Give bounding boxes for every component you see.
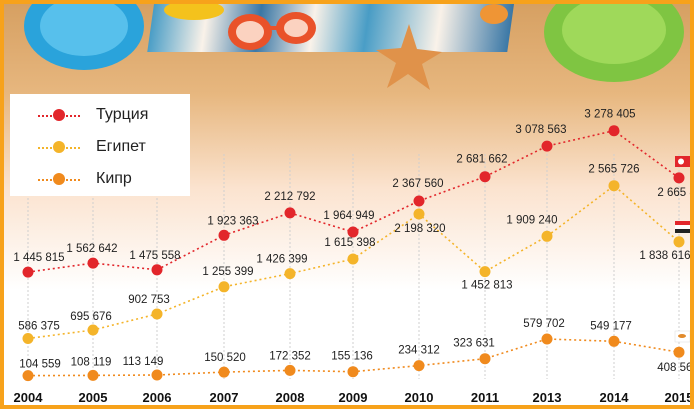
data-point [608,335,620,347]
legend-marker-icon [53,109,65,121]
data-point [673,172,685,184]
data-point [541,333,553,345]
legend: Турция Египет Кипр [10,94,190,196]
data-label: 172 352 [269,350,311,362]
starfish [376,24,442,90]
legend-label: Египет [96,138,146,155]
data-label: 2 212 792 [264,191,315,203]
data-point [347,253,359,265]
data-point [413,360,425,372]
data-label: 1 475 558 [129,250,180,262]
data-point [479,266,491,278]
data-label: 1 964 949 [323,210,374,222]
yellow-object [164,4,224,20]
data-label: 549 177 [590,320,632,332]
data-label: 1 909 240 [506,214,557,226]
x-tick-label: 2010 [405,390,434,405]
data-label: 234 312 [398,345,440,357]
data-point [673,236,685,248]
data-label: 3 278 405 [584,109,635,121]
data-label: 2 681 662 [456,154,507,166]
x-axis-labels: 2004 2005 2006 2007 2008 2009 2010 2011 2013 2014… [14,390,694,405]
legend-label: Турция [96,106,149,123]
data-label: 1 255 399 [202,266,253,278]
data-label: 1 615 398 [324,237,375,249]
x-tick-label: 2006 [143,390,172,405]
data-point [608,180,620,192]
data-point [413,208,425,220]
data-label: 1 452 813 [461,280,512,292]
data-point [284,364,296,376]
data-point [608,125,620,137]
sunglasses [228,12,316,50]
data-points [22,125,685,382]
legend-item-cyprus: Кипр [10,164,190,194]
data-label: 155 136 [331,351,373,363]
data-point [673,346,685,358]
data-label: 586 375 [18,321,60,333]
legend-label: Кипр [96,170,132,187]
data-point [541,230,553,242]
data-label: 1 426 399 [256,254,307,266]
data-label: 2 665 842 [657,187,694,199]
x-tick-label: 2004 [14,390,44,405]
x-tick-label: 2011 [471,390,499,405]
egypt-flag-icon [675,221,690,225]
data-point [151,308,163,320]
data-point [218,366,230,378]
data-label: 579 702 [523,318,565,330]
data-point [87,324,99,336]
data-point [87,369,99,381]
data-label: 1 838 616 [639,250,690,262]
data-point [22,333,34,344]
data-label: 2 367 560 [392,178,443,190]
data-label: 695 676 [70,311,112,323]
data-point [347,226,359,238]
data-point [479,353,491,365]
data-point [413,195,425,207]
beach-background [4,4,690,405]
legend-marker-icon [53,141,65,153]
data-point [479,171,491,183]
x-tick-label: 2007 [210,390,239,405]
data-point [22,266,34,278]
legend-item-turkey: Турция [10,100,190,130]
data-label: 113 149 [123,356,164,368]
data-label: 1 923 363 [207,215,258,227]
data-label: 323 631 [453,338,495,350]
x-tick-label: 2015 [665,390,694,405]
data-point [284,268,296,280]
data-point [284,207,296,219]
data-point [347,366,359,378]
x-tick-label: 2005 [79,390,108,405]
legend-item-egypt: Египет [10,132,190,162]
data-point [218,229,230,241]
x-tick-label: 2013 [533,390,562,405]
data-label: 108 119 [71,356,112,368]
data-label: 2 565 726 [588,164,639,176]
flag-markers [674,156,690,343]
data-point [22,370,34,382]
data-label: 1 445 815 [13,252,64,264]
x-tick-label: 2014 [600,390,630,405]
data-point [151,264,163,276]
data-label: 1 562 642 [66,243,117,255]
data-label: 104 559 [19,359,61,371]
data-point [218,281,230,293]
data-point [87,257,99,269]
x-tick-label: 2008 [276,390,305,405]
legend-marker-icon [53,173,65,185]
data-point [541,140,553,152]
data-label: 2 198 320 [394,223,445,235]
data-label: 408 560 [657,362,694,374]
data-label: 3 078 563 [515,124,566,136]
data-label: 902 753 [128,294,170,306]
x-tick-label: 2009 [339,390,368,405]
data-point [151,369,163,381]
data-label: 150 520 [204,352,246,364]
